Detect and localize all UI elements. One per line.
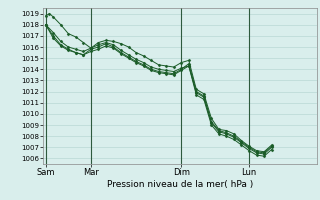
X-axis label: Pression niveau de la mer( hPa ): Pression niveau de la mer( hPa ) [107, 180, 253, 189]
